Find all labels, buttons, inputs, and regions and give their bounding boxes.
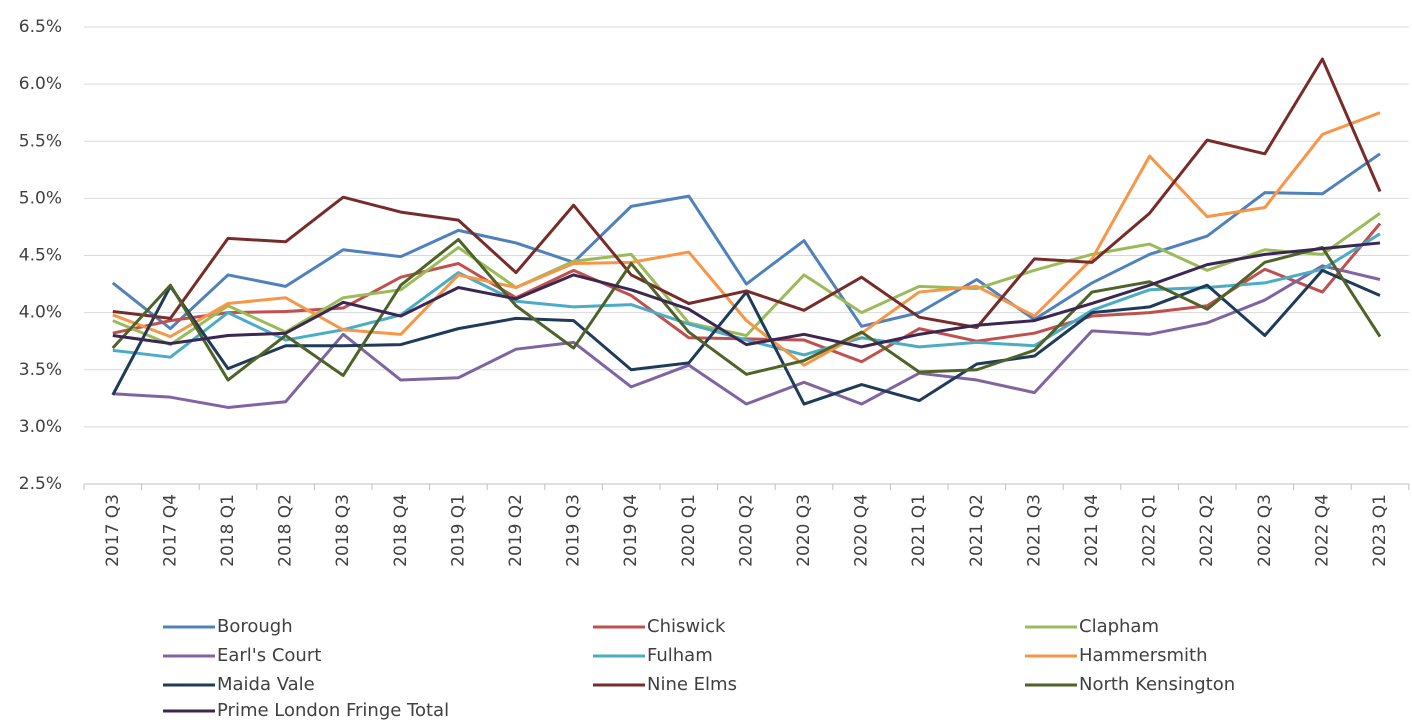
legend-label: North Kensington [1079, 674, 1235, 695]
x-tick-label: 2023 Q1 [1370, 494, 1390, 567]
x-tick-label: 2019 Q3 [564, 494, 584, 567]
legend-label: Fulham [647, 645, 713, 666]
x-tick-label: 2021 Q3 [1024, 494, 1044, 567]
x-tick-label: 2021 Q2 [967, 494, 987, 567]
x-tick-label: 2020 Q3 [794, 494, 814, 567]
x-tick-label: 2020 Q2 [736, 494, 756, 567]
x-tick-label: 2018 Q3 [333, 494, 353, 567]
x-tick-label: 2018 Q2 [276, 494, 296, 567]
legend-label: Hammersmith [1079, 645, 1208, 666]
series-line [112, 57, 1382, 329]
x-tick-label: 2017 Q3 [103, 494, 123, 567]
y-tick-label: 2.5% [19, 474, 62, 494]
series-line [112, 111, 1381, 367]
legend-label: Clapham [1079, 616, 1159, 637]
x-tick-label: 2022 Q3 [1255, 494, 1275, 567]
series-line [111, 238, 1382, 382]
y-tick-label: 4.0% [19, 303, 62, 323]
legend-label: Nine Elms [647, 674, 737, 695]
y-tick-label: 5.5% [19, 131, 62, 151]
series-line [112, 212, 1381, 347]
legend-label: Chiswick [647, 616, 726, 637]
x-tick-label: 2022 Q1 [1140, 494, 1160, 567]
x-tick-label: 2018 Q4 [391, 494, 411, 567]
x-tick-label: 2017 Q4 [160, 494, 180, 567]
y-tick-label: 3.5% [19, 360, 62, 380]
x-tick-label: 2020 Q4 [852, 494, 872, 567]
x-tick-label: 2021 Q4 [1082, 494, 1102, 567]
x-tick-label: 2022 Q4 [1312, 494, 1332, 567]
y-tick-label: 6.0% [19, 74, 62, 94]
x-tick-label: 2019 Q2 [506, 494, 526, 567]
legend-label: Maida Vale [217, 674, 315, 695]
y-tick-label: 6.5% [19, 17, 62, 37]
y-tick-label: 5.0% [19, 188, 62, 208]
x-tick-label: 2020 Q1 [679, 494, 699, 567]
series-line [111, 152, 1381, 331]
y-tick-label: 4.5% [19, 246, 62, 266]
x-tick-label: 2019 Q4 [621, 494, 641, 567]
series-line [112, 241, 1381, 349]
legend-label: Prime London Fringe Total [217, 700, 449, 721]
x-tick-label: 2018 Q1 [218, 494, 238, 567]
x-tick-label: 2021 Q1 [909, 494, 929, 567]
y-tick-label: 3.0% [19, 417, 62, 437]
x-tick-label: 2019 Q1 [448, 494, 468, 567]
legend-label: Earl's Court [217, 645, 321, 666]
legend-label: Borough [217, 616, 293, 637]
x-tick-label: 2022 Q2 [1197, 494, 1217, 567]
series-line [112, 264, 1381, 409]
series-line [112, 232, 1381, 359]
